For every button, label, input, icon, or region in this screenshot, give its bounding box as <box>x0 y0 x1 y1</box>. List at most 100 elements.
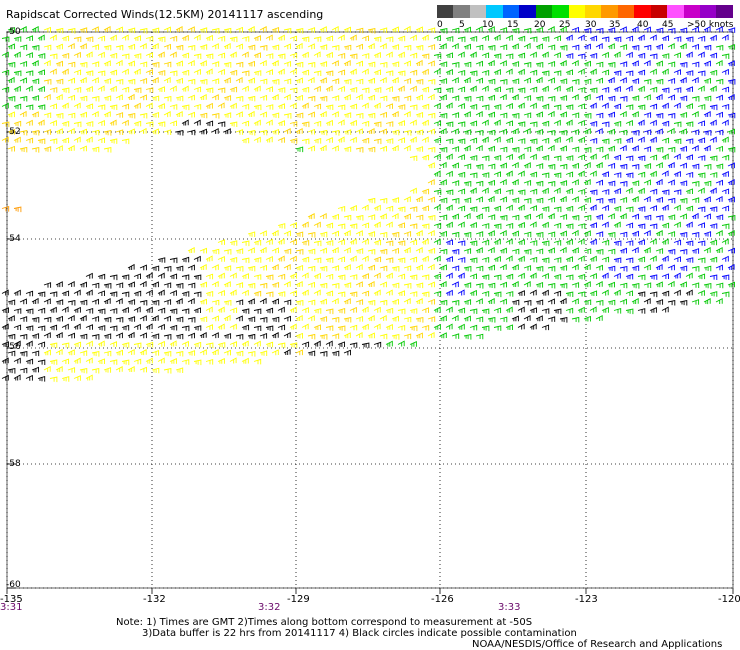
wind-barb <box>631 230 639 237</box>
legend-swatch <box>437 5 454 18</box>
wind-barb <box>589 273 597 279</box>
wind-barb <box>481 104 490 111</box>
wind-barb <box>433 35 441 41</box>
wind-barb <box>421 325 430 331</box>
wind-barb <box>385 307 394 314</box>
wind-barb <box>7 26 16 33</box>
wind-barb <box>601 307 609 313</box>
wind-barb <box>241 289 249 296</box>
wind-barb <box>541 308 550 314</box>
wind-barb <box>385 51 393 58</box>
wind-barb <box>145 102 153 109</box>
wind-barb <box>481 206 490 212</box>
wind-barb <box>469 257 478 264</box>
wind-barb <box>235 43 243 50</box>
wind-barb <box>607 111 615 118</box>
wind-barb <box>619 231 628 238</box>
wind-barb <box>697 273 706 280</box>
wind-barb <box>667 28 676 34</box>
wind-barb <box>571 79 580 85</box>
wind-barb <box>559 264 568 271</box>
wind-barb <box>61 137 70 144</box>
wind-barb <box>235 61 244 68</box>
wind-barb <box>43 44 52 51</box>
wind-barb <box>319 351 328 357</box>
wind-barb <box>61 87 70 94</box>
wind-barb <box>535 26 544 33</box>
wind-barb <box>163 315 171 322</box>
wind-barb <box>637 85 645 92</box>
wind-barb <box>307 145 315 152</box>
wind-barb <box>49 87 58 93</box>
wind-barb <box>145 69 153 75</box>
wind-barb <box>19 316 28 322</box>
wind-barb <box>499 162 507 169</box>
wind-barb <box>103 297 111 304</box>
wind-barb <box>151 333 160 339</box>
wind-barb <box>529 69 538 76</box>
wind-barb <box>223 265 232 271</box>
wind-barb <box>727 263 735 270</box>
wind-barb <box>703 110 711 117</box>
wind-barb <box>475 44 484 51</box>
wind-barb <box>655 162 663 169</box>
wind-barb <box>403 25 411 32</box>
wind-barb <box>643 26 651 33</box>
wind-barb <box>439 127 447 134</box>
wind-barb <box>667 61 676 68</box>
wind-barb <box>103 350 112 357</box>
wind-barb <box>727 146 736 153</box>
wind-barb <box>547 196 555 203</box>
wind-barb <box>583 230 591 237</box>
wind-barb <box>43 316 52 323</box>
wind-barb <box>697 120 705 126</box>
wind-barb <box>391 212 399 219</box>
wind-barb <box>253 290 262 297</box>
wind-barb <box>445 170 453 177</box>
wind-barb <box>577 238 585 245</box>
wind-barb <box>601 51 609 58</box>
wind-barb <box>493 291 502 298</box>
legend-label: 20 <box>534 20 546 30</box>
wind-barb <box>667 127 675 134</box>
wind-barb <box>307 248 316 255</box>
wind-barb <box>625 290 633 296</box>
wind-barb <box>613 221 621 228</box>
wind-barb <box>127 281 135 288</box>
wind-barb <box>175 298 183 305</box>
wind-barb <box>559 111 567 118</box>
wind-barb <box>541 187 549 194</box>
wind-barb <box>709 187 717 194</box>
wind-barb <box>469 70 478 77</box>
wind-barb <box>247 333 256 340</box>
wind-barb <box>247 351 256 357</box>
wind-barb <box>49 138 58 144</box>
wind-barb <box>523 213 531 220</box>
wind-barb <box>499 316 508 323</box>
wind-barb <box>247 265 256 272</box>
wind-barb <box>727 112 736 119</box>
wind-barb <box>97 308 106 315</box>
wind-barb <box>7 128 16 135</box>
wind-barb <box>679 180 688 186</box>
wind-barb <box>703 164 712 170</box>
wind-barb <box>265 341 274 348</box>
wind-barb <box>169 358 177 364</box>
wind-barb <box>385 324 393 330</box>
wind-barb <box>655 281 663 288</box>
wind-barb <box>55 113 64 119</box>
wind-barb <box>697 70 706 77</box>
wind-barb <box>571 129 580 135</box>
wind-barb <box>571 179 579 186</box>
wind-barb <box>361 53 370 59</box>
wind-barb <box>301 323 309 330</box>
wind-barb <box>451 62 460 68</box>
wind-barb <box>493 274 502 281</box>
wind-barb <box>397 308 406 315</box>
wind-barb <box>19 77 27 84</box>
wind-barb <box>259 332 268 339</box>
wind-barb <box>181 274 190 280</box>
wind-barb <box>169 273 178 280</box>
wind-barb <box>655 248 664 254</box>
legend-swatch <box>683 5 700 18</box>
